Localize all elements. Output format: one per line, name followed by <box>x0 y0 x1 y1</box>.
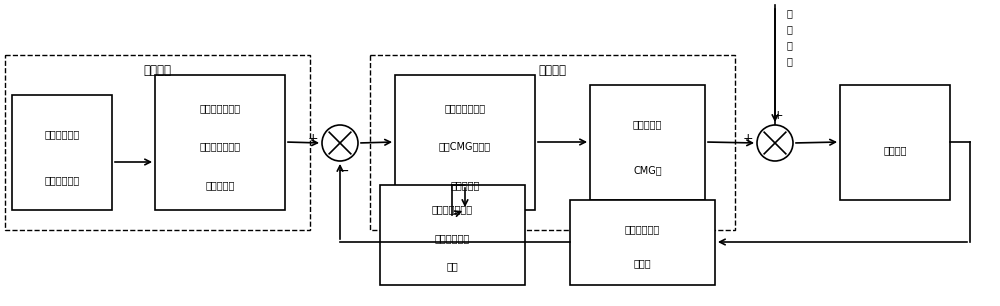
Text: 力学及运动学: 力学及运动学 <box>435 233 470 243</box>
Text: 空: 空 <box>786 8 792 18</box>
Text: 姿态测量及定: 姿态测量及定 <box>625 224 660 234</box>
Text: 角速度设计: 角速度设计 <box>450 180 480 190</box>
Text: +: + <box>773 109 783 122</box>
Text: 快速机动需求: 快速机动需求 <box>44 175 80 185</box>
Text: 轨迹规划: 轨迹规划 <box>144 65 172 77</box>
Text: 型角加速度的姿: 型角加速度的姿 <box>199 141 241 151</box>
Text: 姿算法: 姿算法 <box>634 258 651 268</box>
Bar <box>380 185 525 285</box>
Text: 内模: 内模 <box>447 261 458 271</box>
Bar <box>155 75 285 210</box>
Text: CMG群: CMG群 <box>633 165 662 175</box>
Text: 态路径规划: 态路径规划 <box>205 180 235 190</box>
Text: 想的CMG群框架: 想的CMG群框架 <box>439 141 491 151</box>
Bar <box>570 200 715 285</box>
Bar <box>840 85 950 200</box>
Circle shape <box>757 125 793 161</box>
Text: 基于滚动优化思: 基于滚动优化思 <box>444 103 486 113</box>
Text: 跟踪控制: 跟踪控制 <box>538 65 566 77</box>
Text: 金字塔构型: 金字塔构型 <box>633 119 662 129</box>
Text: 扰: 扰 <box>786 56 792 66</box>
Text: 基于三段式正弦: 基于三段式正弦 <box>199 103 241 113</box>
Bar <box>5 55 310 230</box>
Circle shape <box>322 125 358 161</box>
Text: 挠性卫星姿态: 挠性卫星姿态 <box>44 129 80 139</box>
Bar <box>12 95 112 210</box>
Text: −: − <box>337 164 349 178</box>
Bar <box>590 85 705 200</box>
Text: 干: 干 <box>786 40 792 50</box>
Text: +: + <box>307 132 318 145</box>
Text: 挠性卫星姿态动: 挠性卫星姿态动 <box>432 204 473 214</box>
Text: 间: 间 <box>786 24 792 34</box>
Bar <box>395 75 535 210</box>
Text: +: + <box>742 132 753 145</box>
Text: 真实卫星: 真实卫星 <box>883 145 907 155</box>
Bar <box>370 55 735 230</box>
